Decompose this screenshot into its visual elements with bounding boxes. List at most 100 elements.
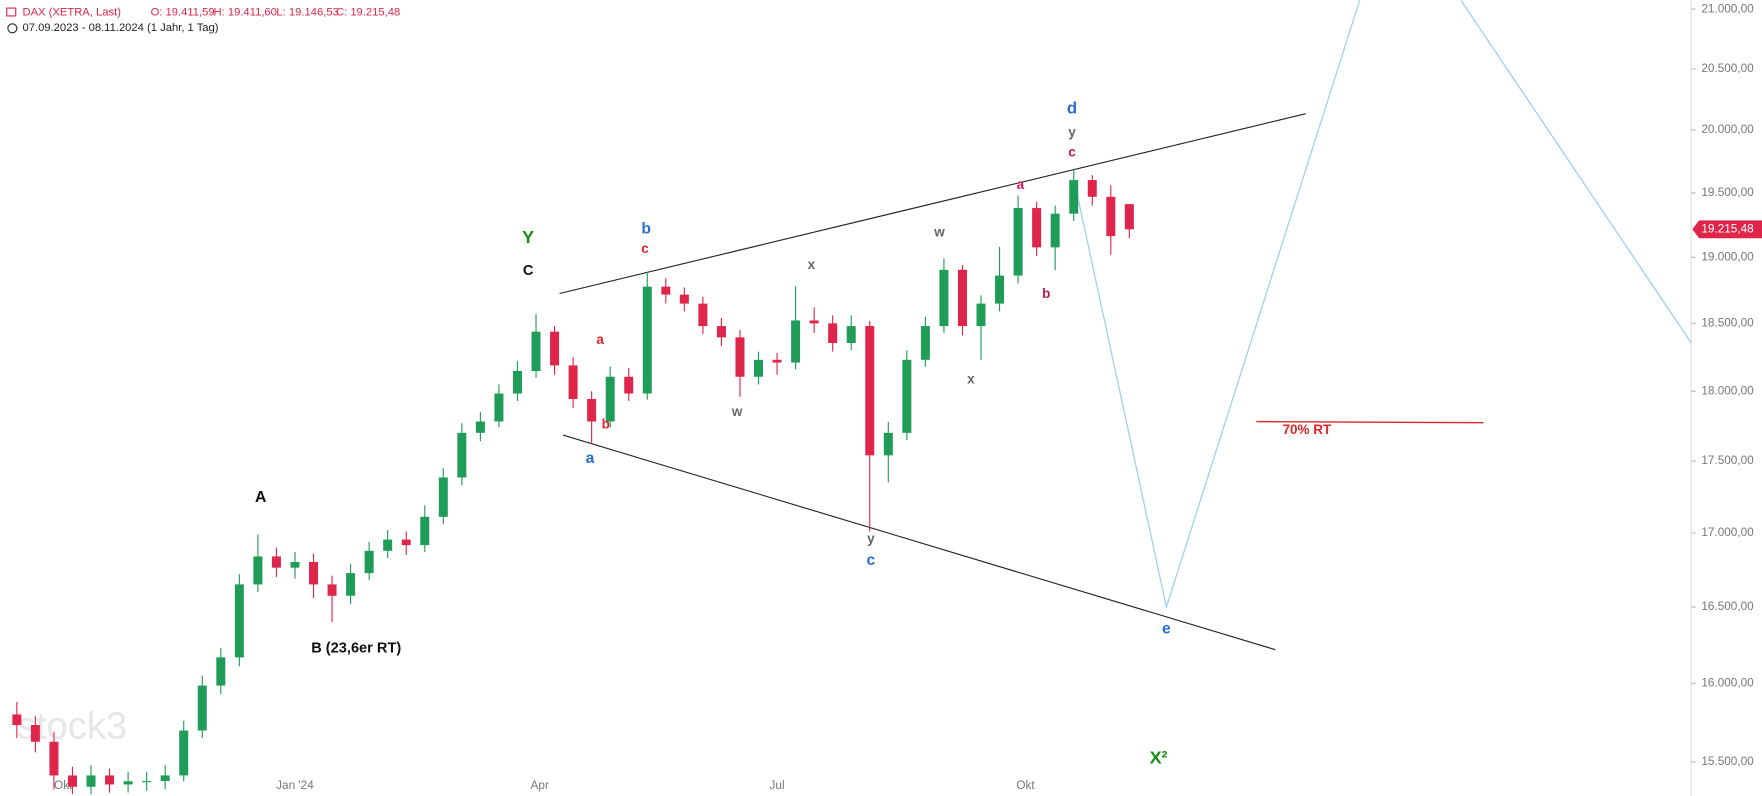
y-tick-label: 16.500,00 [1701, 600, 1754, 613]
wave-label: b [602, 417, 610, 432]
wave-label: x [967, 372, 975, 387]
x-tick-label: Jan '24 [276, 779, 314, 792]
candle-body [1087, 180, 1097, 197]
candle-body [1069, 180, 1079, 214]
candle-body [995, 275, 1005, 304]
y-tick-label: 17.500,00 [1701, 454, 1754, 467]
wave-label: e [1162, 621, 1171, 638]
candle-body [550, 331, 560, 366]
wave-label: b [1042, 286, 1050, 301]
ohlc-open: O: 19.411,59 [151, 7, 215, 19]
header: DAX (XETRA, Last) O: 19.411,59 H: 19.411… [6, 7, 400, 34]
candle-body [939, 269, 949, 327]
candle-icon [6, 7, 17, 17]
candle-body [105, 775, 115, 785]
wave-label: a [596, 332, 604, 347]
ohlc-close: C: 19.215,48 [336, 7, 400, 19]
candle-body [957, 269, 967, 327]
candle-body [327, 584, 337, 596]
symbol: DAX (XETRA, Last) [22, 7, 121, 19]
y-tick-label: 18.500,00 [1701, 316, 1754, 329]
upper-trendline [559, 113, 1306, 295]
y-tick-label: 19.000,00 [1701, 250, 1754, 263]
candle-body [846, 326, 856, 344]
candle-body [605, 376, 615, 422]
wave-label: x [808, 257, 816, 272]
x-tick-label: Jul [770, 779, 785, 792]
ohlc-low: L: 19.146,53 [276, 7, 338, 19]
wave-label: d [1067, 99, 1077, 118]
last-price-label: 19.215,48 [1701, 222, 1754, 235]
candle-body [902, 359, 912, 433]
wave-label: y [1068, 124, 1076, 139]
candle-body [809, 320, 819, 324]
wave-label: Y [522, 227, 534, 247]
candle-body [12, 714, 22, 725]
projection-line [1075, 0, 1361, 610]
candle-body [253, 556, 263, 585]
candle-body [716, 326, 726, 338]
candle-body [142, 781, 152, 783]
last-price-tag [1692, 220, 1762, 239]
candle-body [1106, 196, 1116, 237]
wave-label: B (23,6er RT) [311, 640, 401, 656]
candle-body [401, 539, 411, 546]
y-tick-label: 15.500,00 [1701, 755, 1754, 768]
candle-body [67, 775, 77, 787]
wave-label: X² [1150, 747, 1168, 767]
candle-body [661, 286, 671, 295]
wave-label: w [731, 404, 743, 419]
y-tick-label: 16.000,00 [1701, 676, 1754, 689]
candle-body [457, 432, 467, 478]
wave-label: a [1017, 177, 1025, 192]
candle-body [1124, 204, 1134, 230]
y-tick-label: 21.000,00 [1701, 2, 1754, 15]
retracement-line [1256, 420, 1484, 424]
wave-label: A [255, 489, 266, 506]
candle-body [234, 584, 244, 658]
candle-body [883, 432, 893, 456]
candle-body [475, 421, 485, 433]
ohlc-high: H: 19.411,60 [214, 7, 277, 19]
candle-body [197, 685, 207, 731]
candle-body [216, 657, 226, 686]
candle-body [531, 331, 541, 371]
candle-body [271, 556, 281, 568]
date-range: 07.09.2023 - 08.11.2024 (1 Jahr, 1 Tag) [22, 22, 218, 34]
candle-body [828, 323, 838, 344]
x-tick-label: Okt [1016, 779, 1035, 792]
candle-body [865, 326, 875, 456]
y-tick-label: 18.000,00 [1701, 384, 1754, 397]
candle-body [290, 562, 300, 568]
candle-body [1013, 208, 1023, 276]
x-tick-label: Apr [531, 779, 549, 792]
candle-body [735, 337, 745, 377]
candle-body [754, 359, 764, 377]
candle-body [698, 303, 708, 327]
candle-body [920, 326, 930, 360]
candle-body [160, 775, 170, 782]
wave-label: c [1068, 145, 1076, 160]
candle-body [383, 539, 393, 551]
candle-body [568, 365, 578, 400]
wave-label: w [933, 224, 945, 239]
candle-body [772, 359, 782, 363]
candle-body [309, 562, 319, 585]
candle-body [49, 741, 59, 776]
candle-body [976, 303, 986, 327]
candle-body [494, 393, 504, 422]
wave-label: y [867, 531, 875, 546]
candle-body [364, 550, 374, 574]
wave-label: c [867, 552, 876, 569]
candle-body [86, 775, 96, 787]
candle-body [791, 320, 801, 363]
candle-body [587, 399, 597, 422]
y-tick-label: 17.000,00 [1701, 526, 1754, 539]
y-tick-label: 20.500,00 [1701, 62, 1754, 75]
candle-body [512, 370, 522, 394]
wave-label: C [523, 263, 534, 279]
wave-label: b [641, 221, 651, 238]
candle-body [624, 376, 634, 394]
